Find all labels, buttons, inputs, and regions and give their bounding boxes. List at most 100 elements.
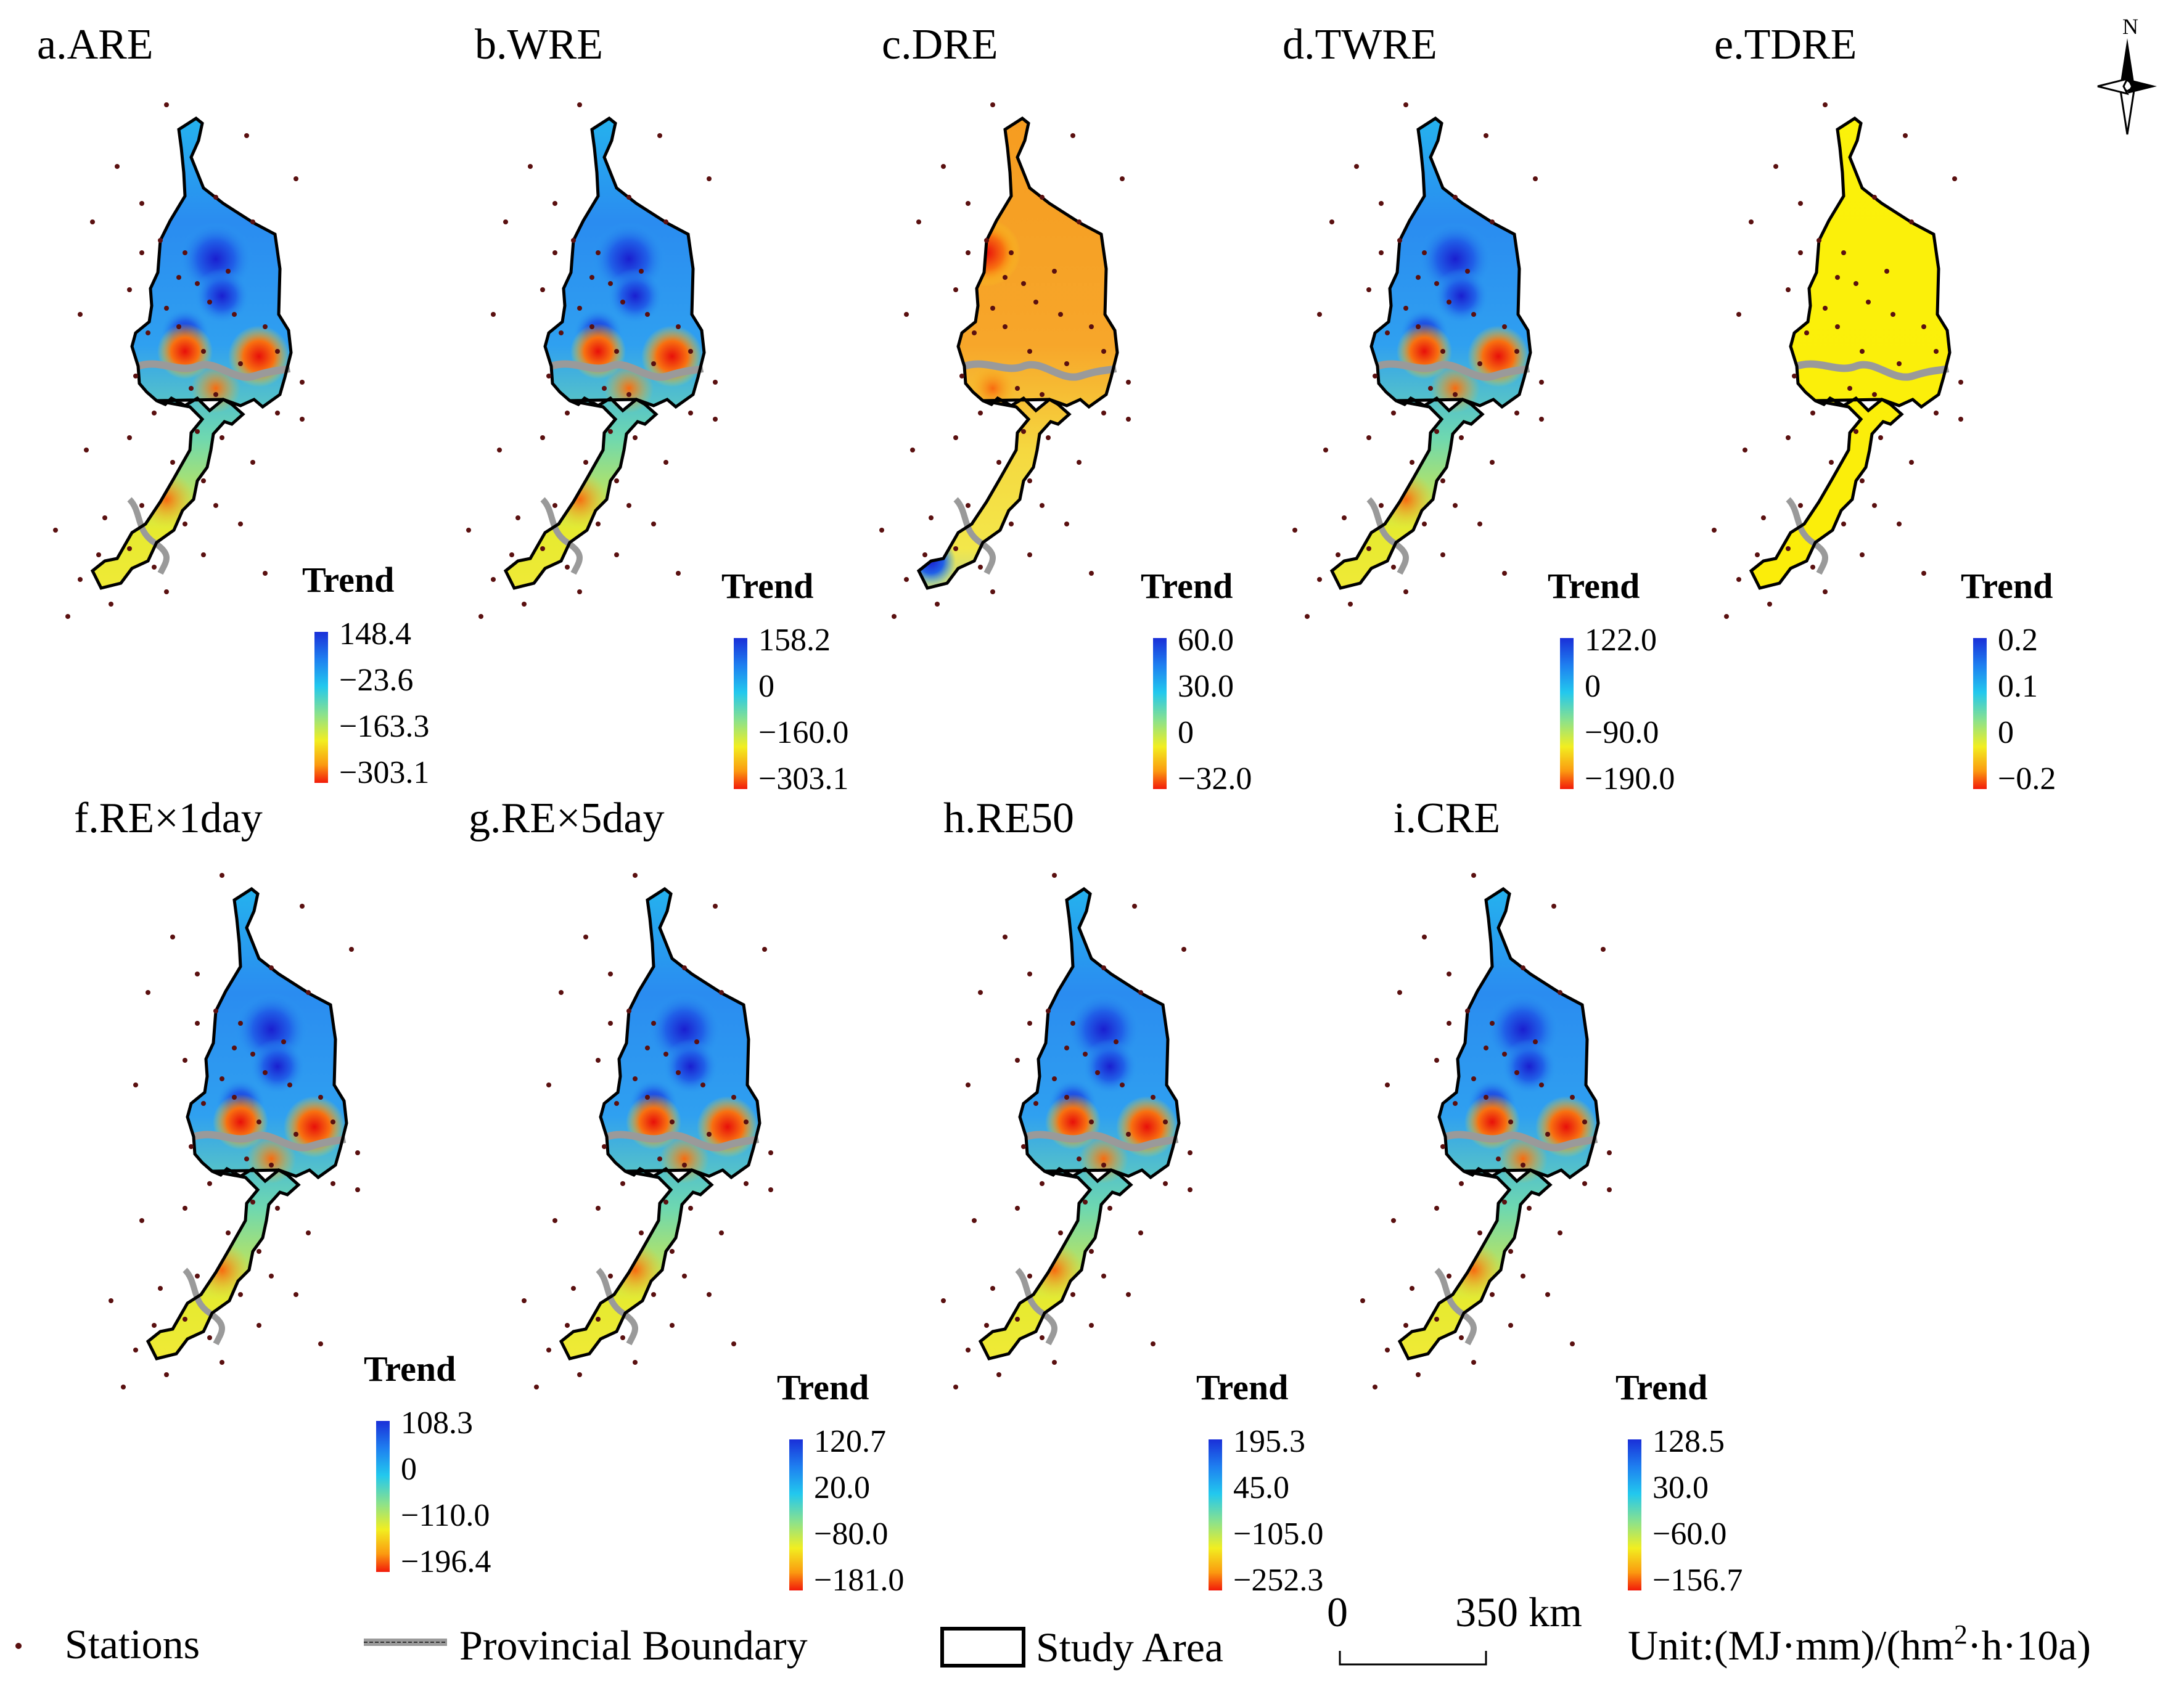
station-marker <box>1440 1144 1445 1149</box>
map-panel-c: c.DRE Trend 60.0 30.0 0 −32.0 <box>879 21 1252 796</box>
station-marker <box>657 1156 662 1161</box>
station-marker <box>183 522 187 526</box>
station-marker <box>1009 250 1014 255</box>
station-marker <box>164 1372 169 1377</box>
station-marker <box>201 1101 206 1106</box>
station-marker <box>263 324 268 329</box>
hot-spot-6 <box>194 1242 250 1298</box>
station-marker <box>1804 330 1809 335</box>
station-marker <box>633 1076 638 1081</box>
station-marker <box>201 478 206 483</box>
station-marker <box>731 1095 736 1100</box>
station-marker <box>966 201 971 206</box>
station-marker <box>1890 312 1895 317</box>
station-marker <box>257 1249 261 1254</box>
hot-spot-6 <box>1378 472 1434 527</box>
station-marker <box>1539 380 1544 385</box>
legend-color-ramp-f <box>376 1421 390 1572</box>
station-marker <box>1514 411 1519 415</box>
legend-value-1: 20.0 <box>814 1470 870 1505</box>
station-marker <box>540 546 545 551</box>
legend-a: Trend 148.4 −23.6 −163.3 −303.1 <box>302 560 429 790</box>
station-marker <box>300 380 305 385</box>
station-marker <box>1434 1058 1439 1063</box>
station-marker <box>1003 275 1008 280</box>
station-marker <box>1434 1317 1439 1322</box>
station-marker <box>1459 435 1464 440</box>
station-marker <box>546 1348 551 1352</box>
station-marker <box>281 1039 286 1044</box>
station-marker <box>1015 1206 1020 1211</box>
station-marker <box>935 602 940 607</box>
station-marker <box>1410 460 1414 465</box>
station-marker <box>639 269 644 274</box>
station-marker <box>1860 552 1865 557</box>
station-marker <box>596 1058 601 1063</box>
station-marker <box>1582 1181 1587 1186</box>
station-marker <box>596 1206 601 1211</box>
station-marker <box>238 1292 243 1297</box>
station-marker <box>1767 602 1772 607</box>
station-marker <box>608 429 613 434</box>
station-marker <box>1755 552 1760 557</box>
cold-spot-1 <box>1082 1039 1138 1094</box>
hot-spot-6 <box>1027 1242 1082 1298</box>
station-marker <box>1854 281 1858 286</box>
station-marker <box>1872 195 1877 200</box>
provincial-boundary-b <box>550 360 704 381</box>
station-marker <box>1761 515 1766 520</box>
station-marker <box>620 1181 625 1186</box>
station-marker <box>1545 1132 1550 1137</box>
station-marker <box>220 435 224 440</box>
station-marker <box>1484 1046 1488 1050</box>
station-marker <box>614 349 619 354</box>
station-marker <box>164 306 169 311</box>
station-marker <box>620 1335 625 1340</box>
station-marker <box>1379 201 1384 206</box>
station-marker <box>626 1009 631 1013</box>
panel-title-g: g.RE×5day <box>469 795 665 842</box>
provincial-boundary-south-a <box>127 497 170 575</box>
station-marker <box>201 349 206 354</box>
legend-title-b: Trend <box>721 566 813 606</box>
station-marker <box>78 312 83 317</box>
station-marker <box>1440 349 1445 354</box>
station-marker <box>1502 571 1507 576</box>
station-marker <box>1033 1101 1038 1106</box>
station-marker <box>546 1082 551 1087</box>
station-marker <box>164 102 169 107</box>
station-marker <box>1921 324 1926 329</box>
station-marker <box>1453 195 1458 200</box>
station-marker <box>1743 448 1747 452</box>
station-marker <box>1391 1218 1396 1223</box>
station-marker <box>183 1058 187 1063</box>
station-marker <box>1521 1274 1525 1279</box>
station-marker <box>294 176 298 181</box>
provincial-boundary-c <box>963 360 1117 381</box>
station-marker <box>996 460 1001 465</box>
station-marker <box>115 164 120 169</box>
legend-value-1: 30.0 <box>1652 1470 1709 1505</box>
legend-value-1: 0 <box>1585 669 1601 704</box>
station-marker <box>676 324 681 329</box>
station-marker <box>146 330 150 335</box>
station-marker <box>565 411 570 415</box>
station-marker <box>577 102 582 107</box>
station-marker <box>1477 1230 1482 1235</box>
station-marker <box>879 528 884 533</box>
cold-spot-1 <box>1501 1039 1557 1094</box>
station-marker <box>1477 361 1482 366</box>
station-marker <box>1490 1292 1495 1297</box>
station-marker <box>1040 1335 1045 1340</box>
station-marker <box>189 1144 194 1149</box>
study-area-map-h <box>941 873 1193 1389</box>
station-marker <box>676 571 681 576</box>
station-marker <box>1447 300 1451 305</box>
station-marker <box>694 1039 699 1044</box>
stations-legend-label: Stations <box>65 1621 200 1668</box>
station-marker <box>287 1082 292 1087</box>
station-marker <box>1465 1009 1470 1013</box>
provincial-boundary-south-d <box>1366 497 1409 575</box>
station-marker <box>257 1323 261 1328</box>
map-panel-g: g.RE×5day Trend 120.7 20.0 −80.0 −181.0 <box>469 795 904 1598</box>
